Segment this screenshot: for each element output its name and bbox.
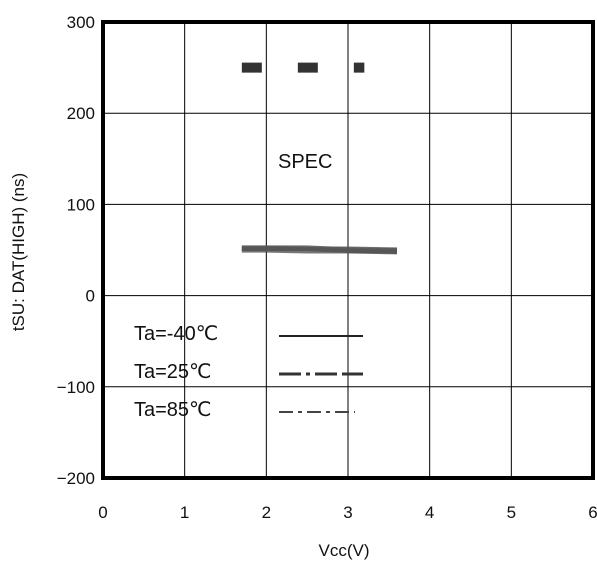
x-tick-label: 0 (98, 503, 107, 522)
x-axis-label: Vcc(V) (319, 541, 370, 560)
x-tick-label: 2 (262, 503, 271, 522)
legend-label: Ta=85℃ (134, 399, 212, 421)
legend: Ta=-40℃ Ta=25℃ Ta=85℃ (134, 323, 363, 421)
x-tick-label: 6 (588, 503, 597, 522)
y-tick-label: 300 (67, 13, 95, 32)
y-tick-label: 200 (67, 104, 95, 123)
series-line-2 (241, 247, 398, 254)
x-tick-label: 1 (180, 503, 189, 522)
y-tick-labels: 300 200 100 0 −100 −200 (57, 13, 95, 488)
series-lines (241, 245, 398, 255)
legend-label: Ta=-40℃ (134, 323, 218, 345)
spec-annotation: SPEC (278, 151, 332, 173)
x-tick-label: 4 (425, 503, 434, 522)
x-tick-label: 5 (507, 503, 516, 522)
y-tick-label: 0 (86, 287, 95, 306)
y-tick-label: 100 (67, 195, 95, 214)
y-tick-label: −200 (57, 469, 95, 488)
x-tick-label: 3 (343, 503, 352, 522)
legend-label: Ta=25℃ (134, 361, 212, 383)
plot-frame (101, 20, 595, 480)
y-tick-label: −100 (57, 378, 95, 397)
x-tick-labels: 0 1 2 3 4 5 6 (98, 503, 597, 522)
grid-lines (103, 22, 593, 478)
y-axis-label: tSU: DAT(HIGH) (ns) (9, 173, 28, 331)
